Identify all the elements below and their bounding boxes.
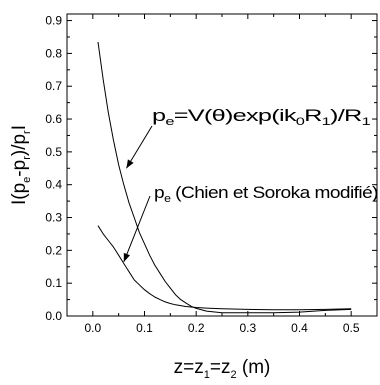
annotation-1: p e =V(θ)exp(ik 0 R 1)/R 1 <box>152 106 371 128</box>
y-axis-label: I(pe-pr)/prI <box>9 125 33 205</box>
x-tick-label: 0.3 <box>239 321 256 335</box>
series-group <box>97 41 352 314</box>
y-tick-label: 0.0 <box>45 309 62 323</box>
y-tick-label: 0.1 <box>45 276 62 290</box>
annotation-arrows <box>123 125 153 263</box>
y-tick-label: 0.2 <box>45 243 62 257</box>
axis-ticks <box>67 14 377 317</box>
x-tick-label: 0.0 <box>84 321 101 335</box>
y-tick-label: 0.9 <box>45 14 62 28</box>
x-tick-label: 0.4 <box>291 321 308 335</box>
series-line-1 <box>97 41 352 314</box>
x-tick-label: 0.2 <box>188 321 205 335</box>
y-tick-label: 0.4 <box>45 178 62 192</box>
tick-labels: 0.0 0.1 0.2 0.3 0.4 0.5 0.0 0.1 0.2 0.3 0.4 0.5 0.6 0… <box>45 14 360 335</box>
y-tick-label: 0.8 <box>45 46 62 60</box>
series-line-2 <box>97 225 352 311</box>
x-tick-label: 0.5 <box>343 321 360 335</box>
annotation-arrowhead-1 <box>126 159 134 169</box>
annotation-2: pe (Chien et Soroka modifié) <box>154 183 378 205</box>
y-tick-label: 0.5 <box>45 145 62 159</box>
x-tick-label: 0.1 <box>136 321 153 335</box>
x-axis-label: z=z1=z2 (m) <box>174 357 271 381</box>
y-tick-label: 0.6 <box>45 112 62 126</box>
y-tick-label: 0.3 <box>45 211 62 225</box>
y-tick-label: 0.7 <box>45 79 62 93</box>
annotation-arrow-2 <box>123 195 151 263</box>
plot-frame <box>66 13 378 317</box>
annotation-arrowhead-2 <box>123 252 131 262</box>
